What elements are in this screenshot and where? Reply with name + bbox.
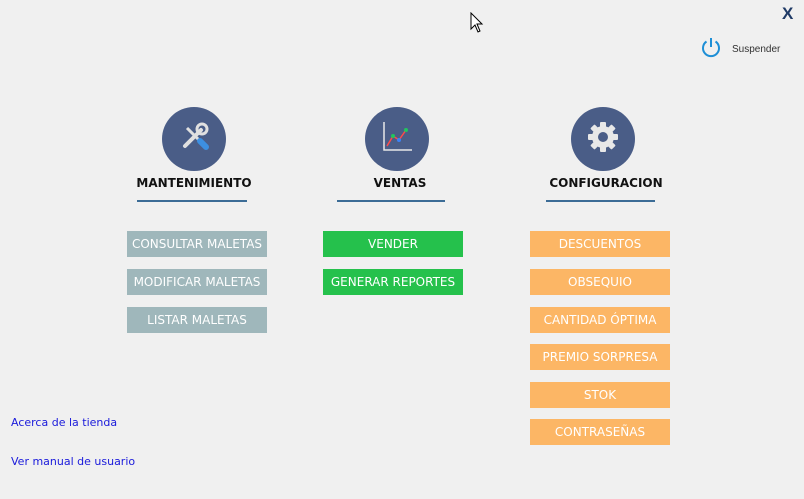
settings-section-icon [571, 107, 635, 171]
modify-suitcases-button[interactable]: MODIFICAR MALETAS [127, 269, 267, 295]
mouse-cursor-icon [470, 11, 484, 38]
optimal-quantity-button[interactable]: CANTIDAD ÓPTIMA [530, 307, 670, 333]
settings-title: CONFIGURACION [549, 176, 663, 190]
maintenance-title: MANTENIMIENTO [136, 176, 252, 190]
consult-suitcases-button[interactable]: CONSULTAR MALETAS [127, 231, 267, 257]
gear-icon [585, 119, 621, 159]
suspend-button[interactable]: Suspender [700, 36, 780, 62]
maintenance-section-icon [162, 107, 226, 171]
sell-button[interactable]: VENDER [323, 231, 463, 257]
list-suitcases-button[interactable]: LISTAR MALETAS [127, 307, 267, 333]
sales-section-icon [365, 107, 429, 171]
wrench-screwdriver-icon [176, 119, 212, 159]
discounts-button[interactable]: DESCUENTOS [530, 231, 670, 257]
suspend-label: Suspender [732, 43, 781, 55]
line-chart-icon [380, 120, 414, 158]
power-icon [700, 36, 722, 62]
surprise-prize-button[interactable]: PREMIO SORPRESA [530, 344, 670, 370]
maintenance-underline [137, 200, 247, 202]
sales-title: VENTAS [373, 176, 427, 190]
settings-underline [546, 200, 655, 202]
close-button[interactable]: X [782, 4, 794, 23]
passwords-button[interactable]: CONTRASEÑAS [530, 419, 670, 445]
sales-underline [337, 200, 445, 202]
stock-button[interactable]: STOK [530, 382, 670, 408]
gift-button[interactable]: OBSEQUIO [530, 269, 670, 295]
user-manual-link[interactable]: Ver manual de usuario [11, 455, 136, 468]
about-store-link[interactable]: Acerca de la tienda [11, 416, 118, 429]
generate-reports-button[interactable]: GENERAR REPORTES [323, 269, 463, 295]
